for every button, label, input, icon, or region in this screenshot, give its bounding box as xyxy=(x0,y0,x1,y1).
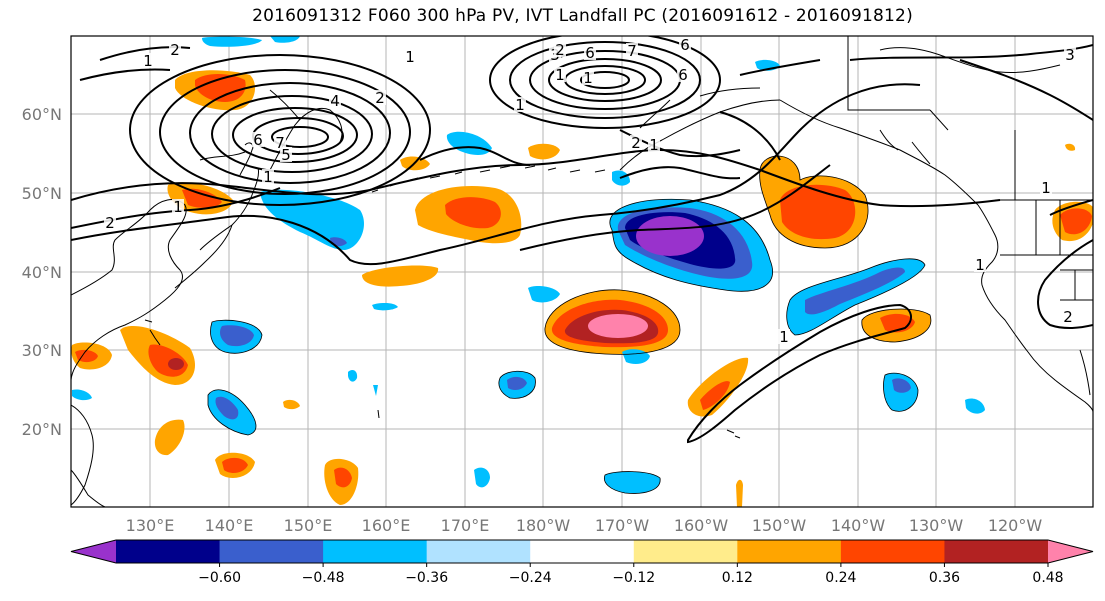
latitude-label: 50°N xyxy=(22,184,62,203)
contour-labels: 121167524121367612111123612 xyxy=(104,36,1076,346)
positive-anomaly-blob xyxy=(182,188,222,208)
colorbar-extend-right xyxy=(1048,540,1093,563)
negative-anomaly-blob xyxy=(604,471,661,494)
latitude-label: 30°N xyxy=(22,341,62,360)
colorbar-tick-label: −0.60 xyxy=(198,570,241,586)
longitude-label: 180°W xyxy=(516,516,571,535)
latitude-label: 60°N xyxy=(22,105,62,124)
contour-label: 2 xyxy=(375,89,385,107)
longitude-label: 150°E xyxy=(284,516,333,535)
contour-label: 2 xyxy=(105,214,115,232)
longitude-label: 120°W xyxy=(988,516,1043,535)
contour-label: 1 xyxy=(583,69,593,87)
longitude-label: 130°W xyxy=(909,516,964,535)
contour-label: 1 xyxy=(515,96,525,114)
positive-anomaly-blob xyxy=(362,265,439,287)
colorbar-extend-left xyxy=(71,540,116,563)
longitude-label: 160°W xyxy=(674,516,729,535)
contour-label: 2 xyxy=(1063,308,1073,326)
contour-label: 3 xyxy=(1065,46,1075,64)
colorbar-tick-label: 0.36 xyxy=(929,570,960,586)
contour-label: 6 xyxy=(585,44,595,62)
colorbar-segment xyxy=(944,540,1049,563)
colorbar-segment xyxy=(219,540,324,563)
colorbar-segment xyxy=(840,540,945,563)
pv-anomaly-shading xyxy=(71,36,1093,507)
colorbar-tick-label: 0.48 xyxy=(1032,570,1063,586)
colorbar-tick-label: −0.12 xyxy=(612,570,655,586)
contour-label: 1 xyxy=(779,328,789,346)
longitude-label: 140°E xyxy=(205,516,254,535)
plot-frame xyxy=(70,35,1094,508)
contour-label: 6 xyxy=(680,36,690,54)
positive-anomaly-blob xyxy=(780,184,856,240)
longitude-label: 170°W xyxy=(595,516,650,535)
contour-label: 1 xyxy=(263,168,273,186)
contour-label: 1 xyxy=(143,52,153,70)
contour-label: 7 xyxy=(275,134,285,152)
colorbar-segment xyxy=(426,540,531,563)
gridlines xyxy=(71,36,1093,507)
contour-label: 6 xyxy=(678,66,688,84)
colorbar-segment xyxy=(530,540,635,563)
colorbar-segment xyxy=(116,540,221,563)
contour-label: 1 xyxy=(1041,179,1051,197)
contour-label: 5 xyxy=(281,146,291,164)
longitude-labels: 130°E 140°E 150°E 160°E 170°E 180°W 170°W 160°W… xyxy=(126,516,1043,535)
latitude-label: 40°N xyxy=(22,263,62,282)
colorbar xyxy=(70,539,1094,564)
contour-label: 6 xyxy=(253,131,263,149)
colorbar-tick-label: 0.12 xyxy=(722,570,753,586)
colorbar-segment xyxy=(737,540,842,563)
contour-label: 1 xyxy=(649,136,659,154)
latitude-labels: 60°N 50°N 40°N 30°N 20°N xyxy=(22,105,62,439)
contour-label: 1 xyxy=(173,198,183,216)
contour-label: 2 xyxy=(631,134,641,152)
positive-anomaly-core xyxy=(588,314,648,338)
colorbar-outline xyxy=(70,539,1094,564)
colorbar-segment xyxy=(323,540,428,563)
colorbar-tick-label: −0.24 xyxy=(509,570,552,586)
longitude-label: 160°E xyxy=(362,516,411,535)
contour-label: 1 xyxy=(975,256,985,274)
longitude-label: 150°W xyxy=(752,516,807,535)
colorbar-tick-label: 0.24 xyxy=(825,570,856,586)
colorbar-tick-label: −0.48 xyxy=(302,570,345,586)
positive-anomaly-blob xyxy=(195,74,246,102)
latitude-label: 20°N xyxy=(22,420,62,439)
contour-label: 4 xyxy=(330,92,340,110)
longitude-label: 130°E xyxy=(126,516,175,535)
colorbar-tick-labels: −0.60 −0.48 −0.36 −0.24 −0.12 0.12 0.24 0.36 0.4… xyxy=(198,563,1064,586)
contour-label: 2 xyxy=(170,41,180,59)
longitude-label: 140°W xyxy=(831,516,886,535)
longitude-label: 170°E xyxy=(441,516,490,535)
positive-anomaly-blob xyxy=(154,419,185,456)
colorbar-segment xyxy=(633,540,738,563)
negative-anomaly-core xyxy=(636,216,704,256)
contour-label: 2 xyxy=(555,41,565,59)
map-title: 2016091312 F060 300 hPa PV, IVT Landfall… xyxy=(252,6,913,26)
contour-label: 7 xyxy=(627,42,637,60)
shading-outlines xyxy=(207,155,932,494)
colorbar-tick-label: −0.36 xyxy=(405,570,448,586)
positive-anomaly-blob xyxy=(445,197,501,229)
contour-label: 1 xyxy=(555,66,565,84)
contour-label: 1 xyxy=(405,48,415,66)
